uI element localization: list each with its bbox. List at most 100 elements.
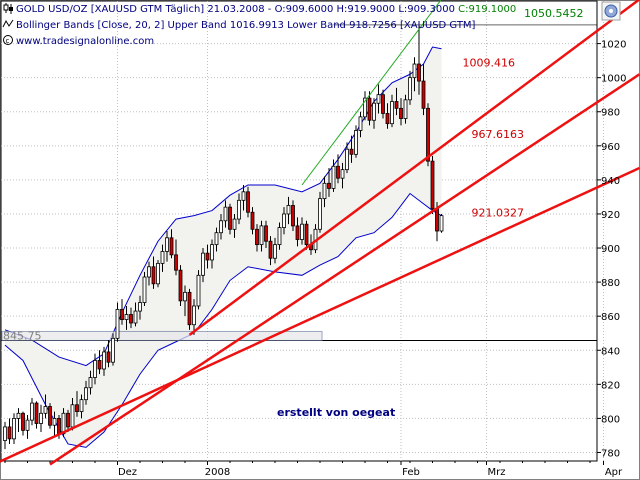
channel-line: [301, 0, 442, 186]
candles: [3, 24, 444, 450]
y-tick-label: 1020: [601, 40, 626, 51]
candle-down: [327, 182, 331, 189]
candle-up: [165, 237, 169, 252]
trendline: [0, 166, 640, 463]
candle-down: [151, 266, 156, 285]
candle-up: [403, 99, 408, 119]
trendline: [49, 73, 640, 466]
y-tick-label: 820: [601, 380, 620, 391]
candle-down: [178, 269, 183, 302]
lower-band-line: [4, 192, 442, 448]
candle-up: [84, 387, 88, 401]
header-prefix: GOLD USD/OZ [XAUUSD GTM Täglich] 21.03.2…: [16, 4, 458, 15]
x-tick-label: Feb: [402, 467, 420, 478]
candle-up: [345, 148, 349, 171]
candle-down: [349, 148, 354, 155]
candle-down: [399, 107, 403, 119]
candle-up: [376, 94, 381, 104]
candle-down: [246, 191, 250, 213]
copyright-icon: c: [3, 35, 13, 45]
candle-up: [25, 419, 30, 431]
candle-down: [169, 237, 174, 256]
candle-up: [372, 102, 376, 121]
y-tick-label: 860: [601, 312, 620, 323]
candle-up: [3, 426, 7, 441]
support-level: 845.75: [1, 24, 597, 342]
support-zone: [1, 330, 323, 341]
candle-down: [421, 80, 426, 109]
candle-up: [115, 308, 120, 339]
candle-up: [70, 404, 75, 428]
candle-up: [124, 314, 129, 320]
candle-down: [187, 291, 192, 326]
candle-down: [34, 402, 39, 424]
candle-up: [111, 337, 115, 363]
candle-up: [160, 251, 165, 264]
candle-up: [138, 302, 142, 312]
candle-down: [97, 360, 102, 370]
y-tick-label: 780: [601, 448, 620, 459]
candle-up: [322, 182, 327, 200]
chart-navigator-icon[interactable]: [601, 1, 621, 21]
trendlines: 921.0327 967.6163 1009.416 1050.5452: [0, 0, 640, 466]
candle-up: [331, 165, 336, 189]
candle-up: [196, 274, 201, 307]
y-tick-label: 940: [601, 176, 620, 187]
candle-down: [228, 206, 232, 230]
candle-down: [250, 211, 255, 230]
candle-down: [367, 97, 372, 121]
candle-up: [237, 199, 241, 220]
candle-up: [61, 412, 66, 435]
upper-band-line: [4, 46, 442, 367]
x-tick-label: 2008: [205, 467, 230, 478]
candle-up: [282, 213, 286, 228]
candle-up: [102, 351, 106, 370]
candle-down: [381, 94, 385, 114]
candle-down: [430, 160, 435, 210]
candle-down: [394, 101, 399, 109]
candle-down: [57, 418, 61, 435]
candle-up: [39, 412, 43, 424]
candle-up: [142, 276, 147, 303]
candle-up: [201, 252, 205, 276]
candle-up: [210, 244, 214, 261]
candle-down: [291, 205, 295, 227]
candle-down: [21, 412, 25, 431]
candle-down: [426, 107, 430, 162]
candle-down: [268, 240, 273, 259]
candle-up: [133, 310, 138, 324]
candle-down: [336, 165, 340, 179]
author-credit: erstellt von oegeat: [277, 406, 395, 419]
candle-up: [354, 130, 358, 155]
candle-up: [88, 377, 93, 389]
candle-up: [43, 406, 48, 414]
axes: 780 800 820 840 860 880 900 920 940 960 980 1000 102…: [4, 40, 626, 478]
y-tick-label: 900: [601, 244, 620, 255]
candle-down: [48, 406, 52, 426]
candle-up: [12, 418, 16, 440]
candle-up: [30, 402, 34, 421]
candle-up: [363, 97, 367, 118]
header-line-1: GOLD USD/OZ [XAUUSD GTM Täglich] 21.03.2…: [16, 4, 516, 15]
bollinger-icon: [2, 19, 14, 28]
candle-down: [295, 225, 300, 240]
header-close-value: C:919.1000: [458, 4, 516, 15]
resistance-label: 1050.5452: [524, 7, 584, 20]
candle-up: [241, 191, 246, 201]
candle-down: [129, 314, 133, 324]
candle-up: [273, 244, 277, 259]
candle-up: [52, 418, 57, 426]
candle-up: [79, 399, 84, 412]
candle-up: [214, 232, 219, 246]
candle-down: [255, 228, 259, 246]
candle-up: [390, 101, 394, 125]
candle-up: [439, 215, 444, 232]
header-line-2: Bollinger Bands [Close, 20, 2] Upper Ban…: [16, 20, 476, 31]
svg-text:c: c: [6, 37, 10, 45]
y-tick-label: 800: [601, 414, 620, 425]
x-tick-label: Mrz: [488, 467, 506, 478]
candle-up: [340, 169, 345, 179]
candle-down: [120, 308, 124, 320]
